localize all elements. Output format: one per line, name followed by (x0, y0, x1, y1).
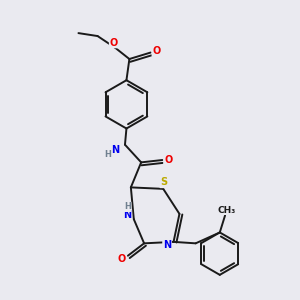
Text: O: O (164, 155, 172, 165)
Text: O: O (152, 46, 160, 56)
Text: O: O (118, 254, 126, 264)
Text: N: N (123, 210, 131, 220)
Text: N: N (163, 240, 171, 250)
Text: CH₃: CH₃ (218, 206, 236, 214)
Text: H: H (104, 150, 111, 159)
Text: O: O (110, 38, 118, 47)
Text: H: H (124, 202, 131, 211)
Text: S: S (160, 177, 167, 188)
Text: N: N (112, 145, 120, 155)
